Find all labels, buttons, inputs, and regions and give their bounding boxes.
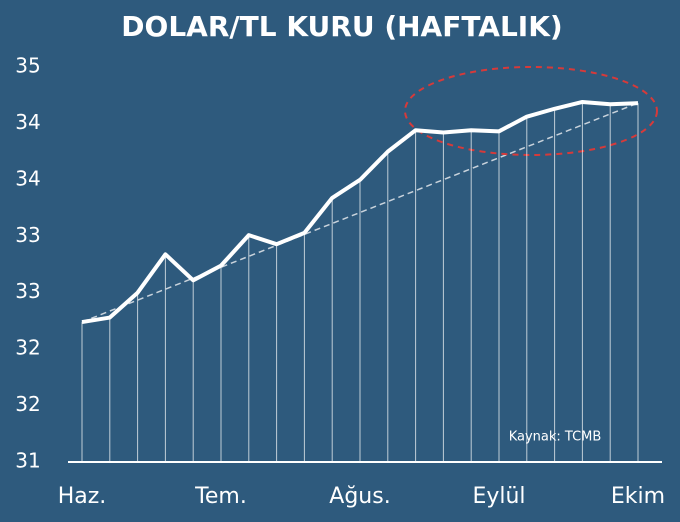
- highlight-ellipse: [404, 66, 658, 156]
- x-tick-label: Ekim: [611, 484, 665, 509]
- y-tick-label: 32: [15, 392, 40, 416]
- x-tick-label: Tem.: [194, 484, 247, 509]
- y-tick-label: 34: [15, 110, 40, 134]
- x-tick-label: Haz.: [58, 484, 107, 509]
- data-line: [81, 99, 639, 325]
- y-tick-label: 31: [15, 449, 40, 473]
- y-tick-label: 34: [15, 166, 40, 190]
- x-tick-label: Ağus.: [329, 484, 390, 509]
- chart-title: DOLAR/TL KURU (HAFTALIK): [121, 10, 562, 43]
- y-tick-label: 33: [15, 279, 40, 303]
- y-tick-label: 35: [15, 54, 40, 78]
- x-tick-label: Eylül: [472, 484, 525, 509]
- y-tick-label: 33: [15, 223, 40, 247]
- y-tick-label: 32: [15, 336, 40, 360]
